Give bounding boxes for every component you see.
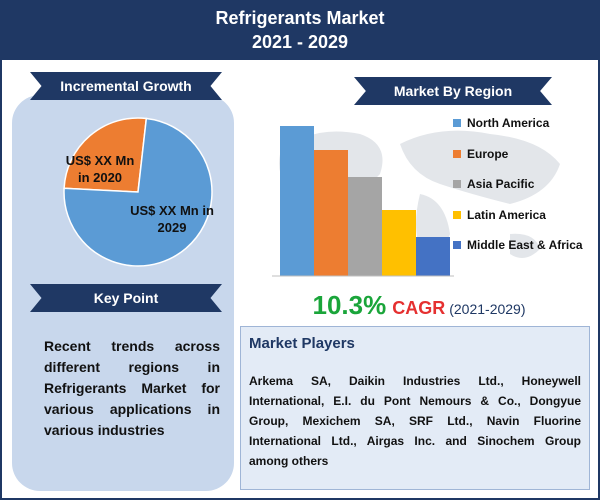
title-line-1: Refrigerants Market xyxy=(215,8,385,28)
pie-label-2020: US$ XX Mn in 2020 xyxy=(65,153,135,185)
title-line-2: 2021 - 2029 xyxy=(251,32,349,52)
legend-swatch xyxy=(453,241,461,249)
legend-item-north-america: North America xyxy=(453,114,583,145)
bar-north-america xyxy=(280,126,314,276)
legend-label: Asia Pacific xyxy=(467,177,535,191)
legend-swatch xyxy=(453,119,461,127)
legend-item-middle-east-africa: Middle East & Africa xyxy=(453,236,583,267)
market-players-text: Arkema SA, Daikin Industries Ltd., Honey… xyxy=(249,374,581,468)
key-point-heading: Key Point xyxy=(30,284,222,312)
legend-label: Middle East & Africa xyxy=(467,238,583,252)
legend-label: Europe xyxy=(467,146,509,161)
legend-swatch xyxy=(453,210,461,219)
cagr-value: 10.3% xyxy=(312,290,387,320)
title-banner: Refrigerants Market 2021 - 2029 xyxy=(2,2,598,60)
incremental-growth-heading: Incremental Growth xyxy=(30,72,222,100)
bar-asia-pacific xyxy=(348,177,382,276)
legend-item-latin-america: Latin America xyxy=(453,206,583,237)
market-players-box: Market Players Arkema SA, Daikin Industr… xyxy=(240,326,590,490)
bar-europe xyxy=(314,150,348,276)
legend-swatch xyxy=(453,180,461,188)
pie-slice-0 xyxy=(63,117,148,193)
pie-slice-1 xyxy=(63,117,213,267)
key-point-text: Recent trends across different regions i… xyxy=(44,338,220,438)
market-players-heading: Market Players xyxy=(249,335,355,352)
cagr-line: 10.3% CAGR (2021-2029) xyxy=(244,290,594,321)
pie-label-2029: US$ XX Mn in 2029 xyxy=(130,203,214,235)
bar-latin-america xyxy=(382,210,416,276)
legend-item-asia-pacific: Asia Pacific xyxy=(453,175,583,206)
legend-label: Latin America xyxy=(467,207,546,222)
market-by-region-heading: Market By Region xyxy=(354,77,552,105)
bar-middle-east-africa xyxy=(416,237,450,276)
cagr-years: (2021-2029) xyxy=(449,301,526,317)
region-legend: North America Europe Asia Pacific Latin … xyxy=(453,114,583,267)
legend-swatch xyxy=(453,149,461,158)
cagr-word: CAGR xyxy=(392,298,446,318)
legend-label: North America xyxy=(467,116,550,130)
legend-item-europe: Europe xyxy=(453,145,583,176)
